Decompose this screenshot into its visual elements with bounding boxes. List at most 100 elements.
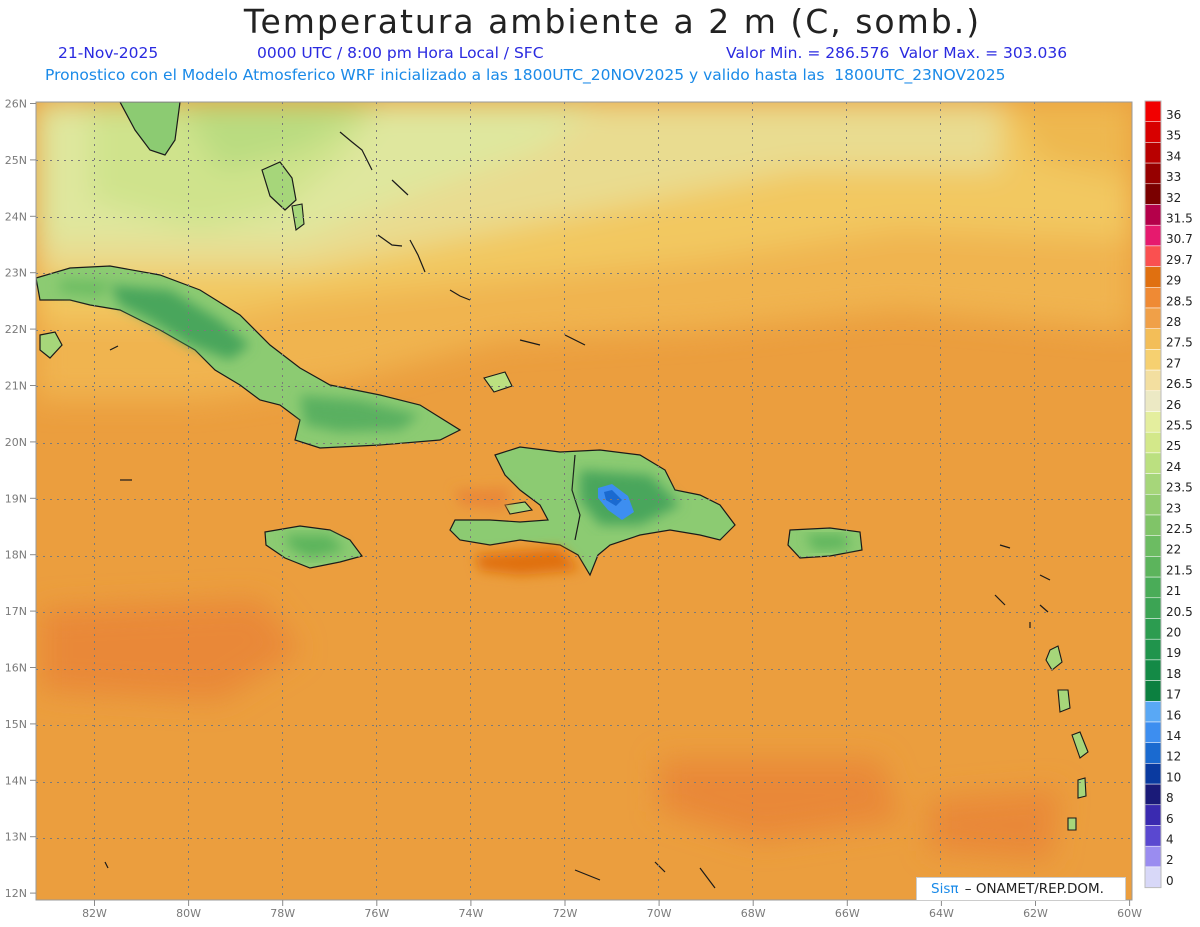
colorbar-label: 34 [1166,149,1181,163]
colorbar-label: 8 [1166,791,1174,805]
colorbar-label: 22.5 [1166,522,1193,536]
temperature-field [36,102,1132,900]
colorbar-label: 19 [1166,646,1181,660]
lat-tick-label: 20N [5,436,27,449]
credit-box: Sisπ – ONAMET/REP.DOM. [916,877,1126,901]
colorbar-label: 27 [1166,356,1181,370]
colorbar-label: 31.5 [1166,212,1193,226]
lat-tick-label: 25N [5,154,27,167]
colorbar-swatch [1144,556,1162,578]
colorbar-label: 25.5 [1166,419,1193,433]
colorbar-label: 27.5 [1166,336,1193,350]
lon-tick-label: 60W [1117,907,1142,920]
colorbar-swatch [1144,307,1162,329]
colorbar-swatch [1144,576,1162,599]
colorbar-swatch [1144,204,1162,226]
lon-tick-label: 68W [741,907,766,920]
colorbar-label: 32 [1166,191,1181,205]
lat-tick-label: 15N [5,718,27,731]
longitude-labels: 82W 80W 78W 76W 74W 72W 70W 68W 66W 64W 62W 60W [82,900,1142,920]
colorbar-label: 28.5 [1166,294,1193,308]
lon-tick-label: 74W [458,907,483,920]
credit-text: – ONAMET/REP.DOM. [964,881,1104,897]
colorbar-label: 21.5 [1166,563,1193,577]
lat-tick-label: 17N [5,605,27,618]
colorbar-label: 29 [1166,274,1181,288]
lat-tick-label: 23N [5,267,27,280]
colorbar-swatch [1144,411,1162,433]
colorbar-swatch [1144,742,1162,764]
lon-tick-label: 78W [270,907,295,920]
colorbar-swatch [1144,369,1162,392]
credit-brand: Sisπ [931,881,959,897]
colorbar-swatch [1144,825,1162,847]
colorbar-swatch [1144,638,1162,661]
colorbar-label: 6 [1166,812,1174,826]
colorbar-swatch [1144,162,1162,185]
lon-tick-label: 62W [1023,907,1048,920]
colorbar-swatch [1144,473,1162,495]
colorbar-swatch [1144,597,1162,619]
lat-tick-label: 24N [5,210,27,223]
colorbar-swatch [1144,266,1162,288]
colorbar-swatch [1144,452,1162,474]
lon-tick-label: 70W [647,907,672,920]
colorbar-swatch [1144,121,1162,143]
colorbar-swatch [1144,328,1162,350]
colorbar-swatch [1144,349,1162,371]
graticule [36,102,1132,900]
valid-time: 0000 UTC / 8:00 pm Hora Local / SFC [257,44,544,62]
colorbar-label: 2 [1166,853,1174,867]
colorbar-label: 26 [1166,398,1181,412]
colorbar-swatch [1144,804,1162,826]
colorbar-label: 28 [1166,315,1181,329]
lat-tick-label: 18N [5,549,27,562]
colorbar-swatch [1144,431,1162,454]
colorbar-label: 18 [1166,667,1181,681]
lat-tick-label: 19N [5,492,27,505]
colorbar-swatch [1144,680,1162,702]
colorbar-label: 30.7 [1166,232,1193,246]
lon-tick-label: 66W [835,907,860,920]
colorbar-swatch [1144,224,1162,247]
colorbar-label: 24 [1166,460,1181,474]
colorbar-label: 10 [1166,770,1181,784]
colorbar-label: 0 [1166,874,1174,888]
lat-tick-label: 16N [5,662,27,675]
colorbar-label: 20.5 [1166,605,1193,619]
latitude-labels: 26N 25N 24N 23N 22N 21N 20N 19N 18N 17N 16N 15N 14N 1… [5,98,36,900]
value-range: Valor Min. = 286.576 Valor Max. = 303.03… [726,44,1068,62]
colorbar-label: 22 [1166,543,1181,557]
plot-frame [35,101,1133,901]
colorbar-label: 17 [1166,688,1181,702]
colorbar-label: 25 [1166,439,1181,453]
colorbar-label: 16 [1166,708,1181,722]
forecast-info: Pronostico con el Modelo Atmosferico WRF… [45,66,1006,84]
colorbar-label: 23.5 [1166,481,1193,495]
colorbar-swatch [1144,535,1162,557]
colorbar-swatch [1144,721,1162,743]
land-temperature [36,102,1113,889]
colorbar-swatch [1144,390,1162,412]
colorbar-swatch [1144,100,1162,122]
lat-tick-label: 26N [5,98,27,111]
lon-tick-label: 64W [929,907,954,920]
colorbar-swatch [1144,183,1162,205]
colorbar-swatch [1144,494,1162,516]
colorbar-swatch [1144,783,1162,806]
colorbar-label: 20 [1166,626,1181,640]
lat-tick-label: 21N [5,380,27,393]
lat-tick-label: 12N [5,887,27,900]
colorbar-label: 35 [1166,129,1181,143]
colorbar-swatch [1144,287,1162,309]
colorbar-label: 14 [1166,729,1181,743]
colorbar-swatch [1144,845,1162,868]
colorbar-swatch [1144,514,1162,536]
colorbar-label: 4 [1166,833,1174,847]
lat-tick-label: 13N [5,831,27,844]
colorbar: 363534333231.530.729.72928.52827.52726.5… [1144,100,1193,889]
colorbar-swatch [1144,763,1162,785]
valid-date: 21-Nov-2025 [58,44,159,62]
colorbar-swatch [1144,866,1162,888]
